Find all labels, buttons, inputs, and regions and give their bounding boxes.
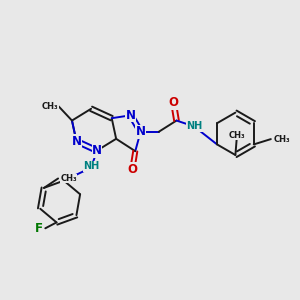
Text: CH₃: CH₃ bbox=[274, 135, 290, 144]
Text: CH₃: CH₃ bbox=[42, 102, 59, 111]
Text: N: N bbox=[126, 109, 136, 122]
Text: F: F bbox=[35, 222, 43, 235]
Text: N: N bbox=[71, 135, 81, 148]
Text: CH₃: CH₃ bbox=[60, 174, 77, 183]
Text: CH₃: CH₃ bbox=[229, 131, 245, 140]
Text: N: N bbox=[92, 144, 102, 157]
Text: O: O bbox=[169, 96, 178, 110]
Text: O: O bbox=[127, 163, 137, 176]
Text: NH: NH bbox=[186, 122, 202, 131]
Text: N: N bbox=[136, 125, 146, 138]
Text: NH: NH bbox=[83, 161, 99, 171]
